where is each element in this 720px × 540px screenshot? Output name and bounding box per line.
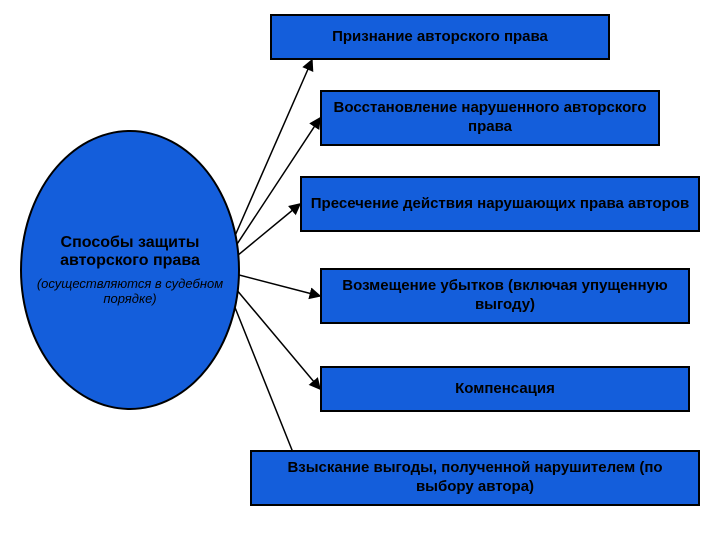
box-b3: Пресечение действия нарушающих права авт…: [300, 176, 700, 232]
box-b4: Возмещение убытков (включая упущенную вы…: [320, 268, 690, 324]
box-b6-text: Взыскание выгоды, полученной нарушителем…: [260, 459, 690, 497]
box-b3-text: Пресечение действия нарушающих права авт…: [311, 195, 689, 214]
central-ellipse: Способы защиты авторского права (осущест…: [20, 130, 240, 410]
box-b5: Компенсация: [320, 366, 690, 412]
box-b2: Восстановление нарушенного авторского пр…: [320, 90, 660, 146]
box-b1: Признание авторского права: [270, 14, 610, 60]
box-b5-text: Компенсация: [455, 380, 555, 399]
box-b4-text: Возмещение убытков (включая упущенную вы…: [330, 277, 680, 315]
box-b1-text: Признание авторского права: [332, 28, 548, 47]
box-b2-text: Восстановление нарушенного авторского пр…: [330, 99, 650, 137]
box-b6: Взыскание выгоды, полученной нарушителем…: [250, 450, 700, 506]
central-title: Способы защиты авторского права: [32, 234, 228, 270]
central-subtitle: (осуществляются в судебном порядке): [32, 276, 228, 306]
